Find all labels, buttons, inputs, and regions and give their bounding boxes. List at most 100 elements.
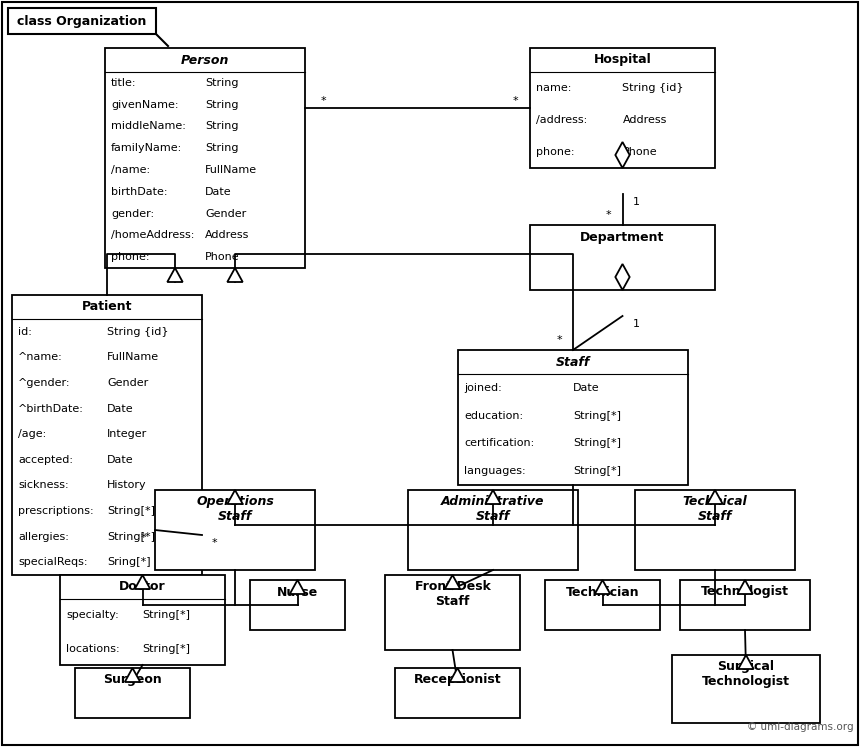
Text: Technologist: Technologist (701, 586, 789, 598)
Text: *: * (605, 210, 611, 220)
Bar (408, 490, 578, 570)
Text: String: String (205, 99, 238, 110)
Text: Surgeon: Surgeon (103, 674, 162, 686)
Text: Administrative
Staff: Administrative Staff (441, 495, 544, 523)
Polygon shape (737, 580, 752, 594)
Polygon shape (485, 490, 501, 504)
Text: String[*]: String[*] (573, 411, 621, 421)
Bar (530, 225, 715, 290)
Text: givenName:: givenName: (111, 99, 179, 110)
Polygon shape (125, 668, 140, 682)
Polygon shape (707, 490, 722, 504)
Polygon shape (616, 142, 630, 168)
Text: ^name:: ^name: (18, 353, 63, 362)
Bar (155, 490, 315, 570)
Text: Date: Date (107, 403, 133, 414)
Text: class Organization: class Organization (17, 14, 147, 28)
Polygon shape (445, 575, 460, 589)
Text: Person: Person (181, 54, 229, 66)
Text: Technical
Staff: Technical Staff (683, 495, 747, 523)
Text: Gender: Gender (107, 378, 148, 388)
Text: *: * (140, 533, 146, 543)
Text: languages:: languages: (464, 466, 525, 476)
Bar (458, 350, 688, 485)
Text: *: * (513, 96, 518, 106)
Bar (8, 8, 156, 34)
Text: Nurse: Nurse (277, 586, 318, 598)
Text: specialReqs:: specialReqs: (18, 557, 88, 567)
Text: String[*]: String[*] (143, 610, 191, 621)
Text: locations:: locations: (66, 643, 120, 654)
Text: 1: 1 (633, 319, 640, 329)
Text: Integer: Integer (107, 430, 147, 439)
Text: Address: Address (205, 230, 249, 241)
Text: Receptionist: Receptionist (414, 674, 501, 686)
Polygon shape (135, 575, 150, 589)
Text: ^gender:: ^gender: (18, 378, 71, 388)
Bar (680, 580, 810, 630)
Text: Date: Date (205, 187, 231, 196)
Text: History: History (107, 480, 146, 490)
Text: specialty:: specialty: (66, 610, 119, 621)
Polygon shape (450, 668, 465, 682)
Text: *: * (556, 335, 562, 345)
Text: ^birthDate:: ^birthDate: (18, 403, 84, 414)
Text: Date: Date (107, 455, 133, 465)
Text: String[*]: String[*] (573, 438, 621, 448)
Polygon shape (738, 655, 753, 669)
Text: /name:: /name: (111, 165, 150, 175)
Text: Gender: Gender (205, 208, 246, 219)
Text: Address: Address (623, 115, 666, 125)
Bar (385, 575, 520, 650)
Bar (395, 668, 520, 718)
Text: String {id}: String {id} (623, 83, 684, 93)
Text: sickness:: sickness: (18, 480, 69, 490)
Text: allergies:: allergies: (18, 532, 69, 542)
Text: middleName:: middleName: (111, 122, 186, 131)
Text: accepted:: accepted: (18, 455, 73, 465)
Text: Technician: Technician (566, 586, 639, 598)
Text: Patient: Patient (82, 300, 132, 314)
Text: birthDate:: birthDate: (111, 187, 168, 196)
Text: Staff: Staff (556, 356, 590, 368)
Bar (12, 295, 202, 575)
Text: String: String (205, 143, 238, 153)
Text: String[*]: String[*] (107, 506, 155, 516)
Text: FullName: FullName (205, 165, 257, 175)
Text: /address:: /address: (536, 115, 587, 125)
Text: 1: 1 (633, 197, 640, 207)
Text: prescriptions:: prescriptions: (18, 506, 94, 516)
Text: Surgical
Technologist: Surgical Technologist (702, 660, 790, 688)
Text: /homeAddress:: /homeAddress: (111, 230, 194, 241)
Text: String {id}: String {id} (107, 326, 169, 337)
Text: Sring[*]: Sring[*] (107, 557, 150, 567)
Polygon shape (616, 264, 630, 290)
Text: *: * (320, 96, 326, 106)
Polygon shape (290, 580, 305, 594)
Text: String[*]: String[*] (143, 643, 191, 654)
Text: gender:: gender: (111, 208, 154, 219)
Text: phone:: phone: (536, 147, 574, 157)
Text: familyName:: familyName: (111, 143, 182, 153)
Polygon shape (595, 580, 611, 594)
Text: *: * (212, 538, 217, 548)
Text: © uml-diagrams.org: © uml-diagrams.org (746, 722, 853, 732)
Polygon shape (227, 490, 243, 504)
Text: /age:: /age: (18, 430, 46, 439)
Bar (530, 48, 715, 168)
Text: Phone: Phone (623, 147, 657, 157)
Bar (250, 580, 345, 630)
Text: Date: Date (573, 383, 599, 393)
Bar (672, 655, 820, 723)
Text: name:: name: (536, 83, 571, 93)
Text: String[*]: String[*] (107, 532, 155, 542)
Text: Operations
Staff: Operations Staff (196, 495, 274, 523)
Text: id:: id: (18, 326, 32, 337)
Text: String[*]: String[*] (573, 466, 621, 476)
Polygon shape (227, 268, 243, 282)
Bar (635, 490, 795, 570)
Bar (75, 668, 190, 718)
Text: phone:: phone: (111, 252, 150, 262)
Bar (60, 575, 225, 665)
Text: joined:: joined: (464, 383, 501, 393)
